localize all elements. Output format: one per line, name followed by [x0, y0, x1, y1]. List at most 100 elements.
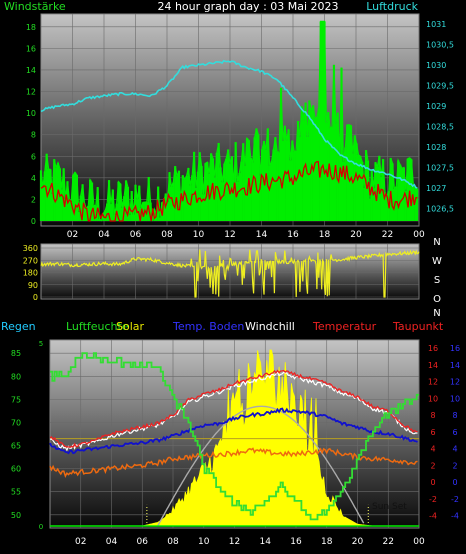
climate-x-tick-label: 08: [167, 537, 179, 547]
rain-y-tick-label: 5: [39, 340, 43, 348]
soil-y-tick-label: 10: [450, 394, 460, 403]
climate-x-tick-label: 14: [260, 537, 272, 547]
temp-y-tick-label: 4: [430, 445, 435, 454]
soil-y-tick-label: 16: [450, 344, 460, 353]
temp-y-tick-label: -2: [429, 495, 437, 504]
wind-x-tick-label: 02: [67, 230, 78, 240]
legend-dewpoint: Taupunkt: [392, 320, 444, 333]
humidity-y-tick-label: 50: [11, 511, 21, 520]
legend-windchill: Windchill: [245, 320, 295, 333]
wind-y-tick-label: 16: [26, 44, 36, 53]
temp-y-tick-label: 10: [428, 394, 438, 403]
dir-y-tick-label: 90: [28, 281, 38, 290]
wind-x-tick-label: 08: [161, 230, 173, 240]
climate-x-tick-label: 02: [75, 537, 86, 547]
humidity-y-tick-label: 75: [11, 395, 21, 404]
wind-x-tick-label: 10: [193, 230, 205, 240]
wind-x-tick-label: 16: [287, 230, 299, 240]
humidity-y-tick-label: 60: [11, 465, 21, 474]
climate-x-tick-label: 10: [198, 537, 210, 547]
wind-x-tick-label: 18: [319, 230, 331, 240]
wind-x-tick-label: 06: [130, 230, 142, 240]
legend-solar: Solar: [116, 320, 145, 333]
soil-y-tick-label: -4: [451, 512, 459, 521]
pressure-y-tick-label: 1030: [426, 61, 446, 70]
wind-y-tick-label: 0: [31, 217, 36, 226]
legend-humidity: Luftfeuchte: [66, 320, 129, 333]
pressure-y-tick-label: 1031: [426, 20, 446, 29]
sun-curve: [156, 405, 365, 527]
climate-x-tick-label: 06: [137, 537, 149, 547]
climate-x-tick-label: 22: [383, 537, 394, 547]
wind-y-tick-label: 8: [31, 131, 36, 140]
compass-label: N: [433, 237, 440, 248]
temp-y-tick-label: 12: [428, 378, 438, 387]
dir-y-tick-label: 0: [33, 293, 38, 302]
humidity-y-tick-label: 80: [11, 372, 21, 381]
soil-y-tick-label: 12: [450, 378, 460, 387]
climate-x-tick-label: 16: [290, 537, 302, 547]
climate-x-tick-label: 04: [106, 537, 118, 547]
chart-title: 24 hour graph day : 03 Mai 2023: [157, 0, 338, 13]
climate-x-tick-label: 20: [352, 537, 364, 547]
axis-layer: 02 04 06 08 10 12 14 16 18 20 22 000246810121416181…: [11, 20, 460, 547]
wind-line: [40, 20, 418, 222]
pressure-axis-title: Luftdruck: [366, 0, 418, 13]
temperature-line: [49, 369, 418, 448]
humidity-y-tick-label: 65: [11, 442, 21, 451]
soil-y-tick-label: 2: [452, 461, 457, 470]
compass-label: S: [434, 275, 440, 286]
wind-y-tick-label: 18: [26, 23, 36, 32]
pressure-y-tick-label: 1029,5: [426, 82, 454, 91]
dir-y-tick-label: 270: [23, 256, 38, 265]
direction-line: [40, 249, 420, 298]
temp-y-tick-label: 14: [428, 361, 438, 370]
rain-y-tick-label: 0: [39, 523, 43, 531]
wind-y-tick-label: 4: [31, 174, 36, 183]
wind-y-tick-label: 6: [31, 152, 36, 161]
humidity-y-tick-label: 70: [11, 418, 21, 427]
wind-axis-title: Windstärke: [4, 0, 66, 13]
series-layer: [39, 20, 420, 527]
pressure-y-tick-label: 1026,5: [426, 205, 454, 214]
humidity-y-tick-label: 85: [11, 349, 21, 358]
humidity-y-tick-label: 55: [11, 488, 21, 497]
wind-x-tick-label: 04: [98, 230, 110, 240]
compass-label: W: [432, 256, 442, 267]
temp-y-tick-label: -4: [429, 512, 437, 521]
dir-y-tick-label: 360: [23, 244, 38, 253]
climate-x-tick-label: 12: [229, 537, 240, 547]
soil-y-tick-label: 8: [452, 411, 457, 420]
soil-y-tick-label: -2: [451, 495, 459, 504]
temp-y-tick-label: 2: [430, 461, 435, 470]
wind-y-tick-label: 14: [26, 66, 36, 75]
temp-y-tick-label: 8: [430, 411, 435, 420]
wind-y-tick-label: 10: [26, 109, 36, 118]
soil-temp-line: [49, 407, 418, 455]
compass-label: N: [433, 308, 440, 319]
temp-y-tick-label: 6: [430, 428, 435, 437]
dir-y-tick-label: 180: [23, 269, 38, 278]
pressure-line: [40, 59, 418, 189]
soil-y-tick-label: 14: [450, 361, 460, 370]
wind-y-tick-label: 2: [31, 195, 36, 204]
wind-x-tick-label: 20: [350, 230, 362, 240]
pressure-y-tick-label: 1028,5: [426, 123, 454, 132]
pressure-y-tick-label: 1028: [426, 143, 446, 152]
dewpoint-line: [49, 447, 418, 479]
climate-x-tick-label: 00: [413, 537, 425, 547]
soil-y-tick-label: 6: [452, 428, 457, 437]
wind-x-tick-label: 14: [256, 230, 268, 240]
compass-label: O: [433, 294, 441, 305]
soil-y-tick-label: 0: [452, 478, 457, 487]
gust-line: [40, 160, 418, 222]
wind-x-tick-label: 00: [413, 230, 425, 240]
pressure-y-tick-label: 1027,5: [426, 164, 454, 173]
wind-y-tick-label: 12: [26, 88, 36, 97]
climate-x-tick-label: 18: [321, 537, 333, 547]
legend-soil: Temp. Boden: [172, 320, 244, 333]
wind-x-tick-label: 22: [382, 230, 393, 240]
soil-y-tick-label: 4: [452, 445, 457, 454]
pressure-y-tick-label: 1029: [426, 102, 446, 111]
